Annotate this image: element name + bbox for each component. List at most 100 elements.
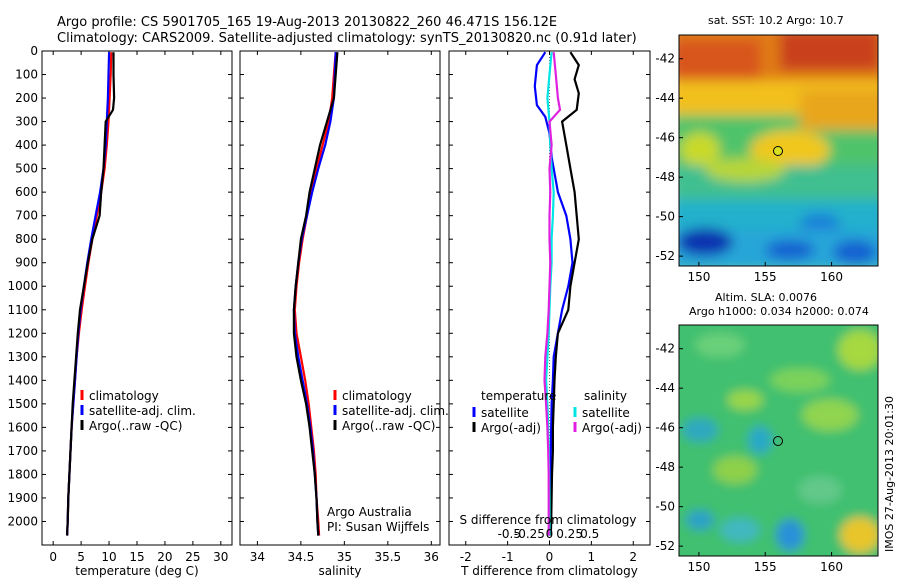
y-tick-label: 1300: [7, 350, 38, 364]
x-tick-label: 15: [129, 550, 144, 564]
temperature-panel: 0 5 10 15 20 25 300100200300400500600700800900…: [7, 44, 233, 578]
x-tick-label: 20: [157, 550, 172, 564]
x-tick-label: 5: [77, 550, 85, 564]
x-tick-label: 35.5: [374, 550, 401, 564]
map-x-tick-label: 160: [820, 270, 843, 284]
x-axis-label: salinity: [318, 564, 361, 578]
map-y-tick-label: -46: [655, 131, 675, 145]
s-tick-label: 0: [546, 527, 554, 541]
y-tick-label: 100: [15, 68, 38, 82]
x-tick-label: 25: [185, 550, 200, 564]
sla-heatmap-field: [679, 325, 878, 556]
s-tick-label: 0.5: [580, 527, 599, 541]
x-tick-label: -1: [502, 550, 514, 564]
y-tick-label: 700: [15, 209, 38, 223]
map-y-tick-label: -52: [655, 539, 675, 553]
legend-label: climatology: [89, 389, 159, 403]
x-axis-label: temperature (deg C): [75, 564, 198, 578]
sst-map: sat. SST: 10.2 Argo: 10.7 150 155 160 -42 -4…: [655, 14, 879, 284]
legend-label: climatology: [342, 389, 412, 403]
series-line-satellite-adj-clim-: [66, 52, 111, 536]
salinity-panel: 34 34.5 35 35.5 36 salinity climatologysatelli…: [239, 50, 449, 578]
legend-label: Argo(-adj): [481, 421, 541, 435]
x-tick-label: 34: [250, 550, 265, 564]
header-line-2: Climatology: CARS2009. Satellite-adjuste…: [57, 31, 637, 46]
y-tick-label: 600: [15, 185, 38, 199]
sla-map-title-2: Argo h1000: 0.034 h2000: 0.074: [689, 305, 869, 318]
legend-label: satellite: [582, 406, 630, 420]
x-tick-label: 10: [101, 550, 116, 564]
map-y-tick-label: -50: [655, 500, 675, 514]
map-y-tick-label: -52: [655, 249, 675, 263]
legend-label: satellite-adj. clim.: [342, 404, 449, 418]
map-y-tick-label: -50: [655, 210, 675, 224]
x-tick-label: 0: [546, 550, 554, 564]
x-tick-label: 2: [629, 550, 637, 564]
annotation-line-2: PI: Susan Wijffels: [327, 520, 429, 534]
legend-title-salinity: salinity: [584, 389, 627, 403]
y-tick-label: 900: [15, 256, 38, 270]
x-tick-label: -2: [460, 550, 472, 564]
y-tick-label: 300: [15, 115, 38, 129]
x-tick-label: 36: [424, 550, 439, 564]
legend-label: Argo(..raw -QC): [89, 419, 182, 433]
legend-label: satellite: [481, 406, 529, 420]
sla-map: Altim. SLA: 0.0076 Argo h1000: 0.034 h20…: [655, 291, 896, 574]
x-axis-label: T difference from climatology: [460, 564, 638, 578]
series-line-argo-raw-qc-: [292, 52, 339, 536]
sla-map-title-1: Altim. SLA: 0.0076: [715, 291, 817, 304]
legend-label: Argo(-adj): [582, 421, 642, 435]
y-tick-label: 1800: [7, 467, 38, 481]
legend-label: satellite-adj. clim.: [89, 404, 196, 418]
s-tick-label: -0.25: [514, 527, 545, 541]
series-line-t-satellite: [533, 51, 574, 536]
argo-position-marker-sla: [773, 436, 783, 446]
map-y-tick-label: -42: [655, 52, 675, 66]
y-tick-label: 1500: [7, 397, 38, 411]
header-line-1: Argo profile: CS 5901705_165 19-Aug-2013…: [57, 15, 557, 30]
s-tick-label: -0.5: [498, 527, 521, 541]
x-tick-label: 35: [337, 550, 352, 564]
difference-panel: -2 -1 0 1 2T difference from climatology temp…: [448, 50, 651, 578]
secondary-axis-label: S difference from climatology: [460, 513, 637, 527]
map-y-tick-label: -46: [655, 421, 675, 435]
series-line-argo-raw-qc-: [66, 52, 116, 536]
sst-heatmap-field: [679, 35, 878, 266]
y-tick-label: 1100: [7, 303, 38, 317]
map-x-tick-label: 155: [754, 270, 777, 284]
map-y-tick-label: -48: [655, 170, 675, 184]
series-line-satellite-adj-clim-: [292, 52, 337, 536]
map-y-tick-label: -44: [655, 91, 675, 105]
y-tick-label: 1200: [7, 326, 38, 340]
y-tick-label: 1400: [7, 373, 38, 387]
y-tick-label: 800: [15, 232, 38, 246]
map-y-tick-label: -44: [655, 381, 675, 395]
map-x-tick-label: 160: [820, 560, 843, 574]
y-tick-label: 500: [15, 162, 38, 176]
annotation-line-1: Argo Australia: [327, 505, 412, 519]
series-line-s-argo-adj-: [543, 52, 562, 536]
series-line-t-argo-adj-: [549, 51, 580, 536]
y-tick-label: 200: [15, 91, 38, 105]
x-tick-label: 30: [213, 550, 228, 564]
y-tick-label: 1000: [7, 279, 38, 293]
y-tick-label: 1600: [7, 420, 38, 434]
argo-position-marker: [773, 146, 783, 156]
y-tick-label: 0: [30, 44, 38, 58]
x-tick-label: 34.5: [288, 550, 315, 564]
map-y-tick-label: -42: [655, 342, 675, 356]
x-tick-label: 0: [49, 550, 57, 564]
imos-timestamp-label: IMOS 27-Aug-2013 20:01:30: [883, 396, 896, 552]
map-x-tick-label: 155: [754, 560, 777, 574]
x-tick-label: 1: [588, 550, 596, 564]
y-tick-label: 2000: [7, 514, 38, 528]
legend-label: Argo(..raw -QC): [342, 419, 435, 433]
y-tick-label: 1900: [7, 491, 38, 505]
map-y-tick-label: -48: [655, 460, 675, 474]
map-x-tick-label: 150: [687, 270, 710, 284]
map-x-tick-label: 150: [687, 560, 710, 574]
s-tick-label: 0.25: [556, 527, 583, 541]
panel-frame: [239, 50, 441, 546]
y-tick-label: 1700: [7, 444, 38, 458]
